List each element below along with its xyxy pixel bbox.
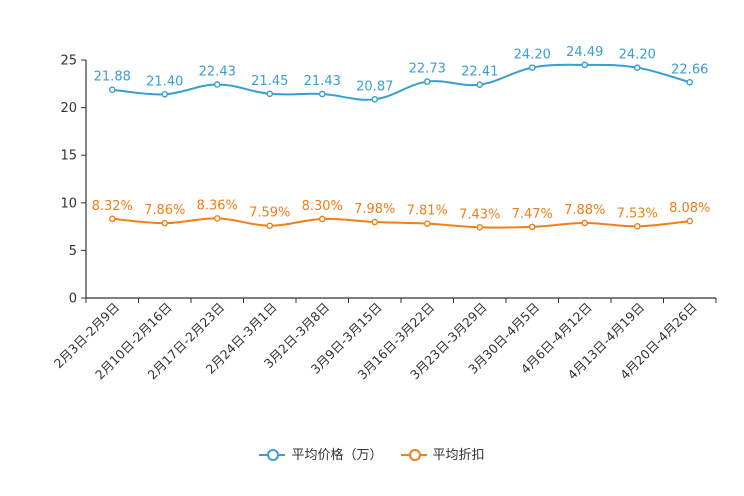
data-label-price: 22.41 (461, 65, 498, 80)
data-label-price: 24.49 (566, 45, 603, 60)
legend: 平均价格（万） 平均折扣 (0, 444, 744, 463)
data-point-price (161, 90, 169, 98)
data-point-price (213, 81, 221, 88)
data-point-discount (161, 219, 169, 227)
data-label-price: 21.40 (146, 74, 183, 89)
series-line-price (112, 63, 691, 101)
data-point-discount (633, 223, 641, 230)
legend-discount-label: 平均折扣 (432, 448, 485, 463)
data-label-price: 20.87 (356, 79, 393, 94)
y-tick-label: 10 (60, 196, 77, 211)
data-point-price (108, 86, 116, 94)
y-tick-label: 20 (60, 101, 77, 116)
data-point-price (476, 81, 484, 88)
data-point-price (318, 90, 326, 98)
data-label-price: 24.20 (514, 48, 551, 63)
data-point-discount (371, 218, 379, 226)
data-point-discount (581, 219, 589, 227)
data-label-discount: 7.81% (407, 204, 448, 219)
y-tick-label: 25 (60, 54, 77, 69)
data-point-discount (266, 222, 274, 230)
data-point-price (423, 78, 431, 85)
data-label-price: 21.88 (94, 70, 131, 85)
y-tick-label: 15 (60, 149, 77, 164)
legend-price-label: 平均价格（万） (291, 448, 383, 463)
data-label-discount: 7.86% (144, 203, 185, 218)
legend-item-discount[interactable]: 平均折扣 (400, 444, 485, 463)
y-tick-label: 5 (69, 244, 77, 259)
data-label-discount: 8.30% (302, 199, 343, 214)
data-point-price (633, 64, 641, 71)
data-label-price: 22.66 (671, 62, 708, 77)
data-label-discount: 7.59% (249, 206, 290, 221)
y-tick-label: 0 (69, 292, 77, 307)
legend-item-price[interactable]: 平均价格（万） (259, 444, 383, 463)
data-label-discount: 8.32% (92, 199, 133, 214)
data-label-price: 21.45 (251, 74, 288, 89)
legend-price-line-icon (259, 447, 286, 461)
legend-discount-line-icon (400, 447, 427, 461)
data-label-discount: 7.98% (354, 202, 395, 217)
data-point-price (581, 61, 589, 69)
data-point-price (528, 64, 536, 71)
data-point-discount (476, 223, 484, 231)
data-point-discount (318, 215, 326, 223)
data-point-discount (423, 220, 431, 227)
data-label-discount: 7.88% (564, 203, 605, 218)
data-label-discount: 7.53% (617, 206, 658, 221)
data-label-discount: 8.08% (669, 201, 710, 216)
data-label-discount: 7.43% (459, 207, 500, 222)
data-point-discount (528, 223, 536, 231)
data-label-discount: 8.36% (197, 198, 238, 213)
data-label-price: 22.43 (199, 64, 236, 79)
series-line-discount (112, 217, 690, 229)
data-label-price: 22.73 (409, 62, 446, 77)
data-label-price: 21.43 (304, 74, 341, 89)
data-point-discount (213, 215, 221, 222)
data-label-price: 24.20 (619, 48, 656, 63)
data-point-price (686, 78, 694, 86)
data-point-price (266, 90, 274, 98)
data-point-discount (686, 217, 694, 225)
data-point-price (371, 96, 379, 103)
data-point-discount (108, 215, 116, 223)
data-label-discount: 7.47% (512, 207, 553, 222)
